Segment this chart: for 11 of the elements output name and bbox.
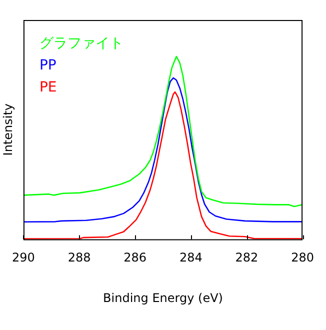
text: PE [39, 80, 57, 96]
x-tick-label: 280 [291, 250, 314, 265]
y-axis-title: Intensity [1, 103, 16, 156]
x-tick-label: 282 [235, 250, 258, 265]
text: グラファイト [39, 36, 124, 52]
x-tick-label: 284 [179, 250, 202, 265]
x-axis-title: Binding Energy (eV) [103, 290, 223, 305]
x-tick-label: 290 [12, 250, 35, 265]
text: PP [39, 58, 56, 74]
x-tick-label: 288 [68, 250, 91, 265]
x-tick-label: 286 [124, 250, 147, 265]
